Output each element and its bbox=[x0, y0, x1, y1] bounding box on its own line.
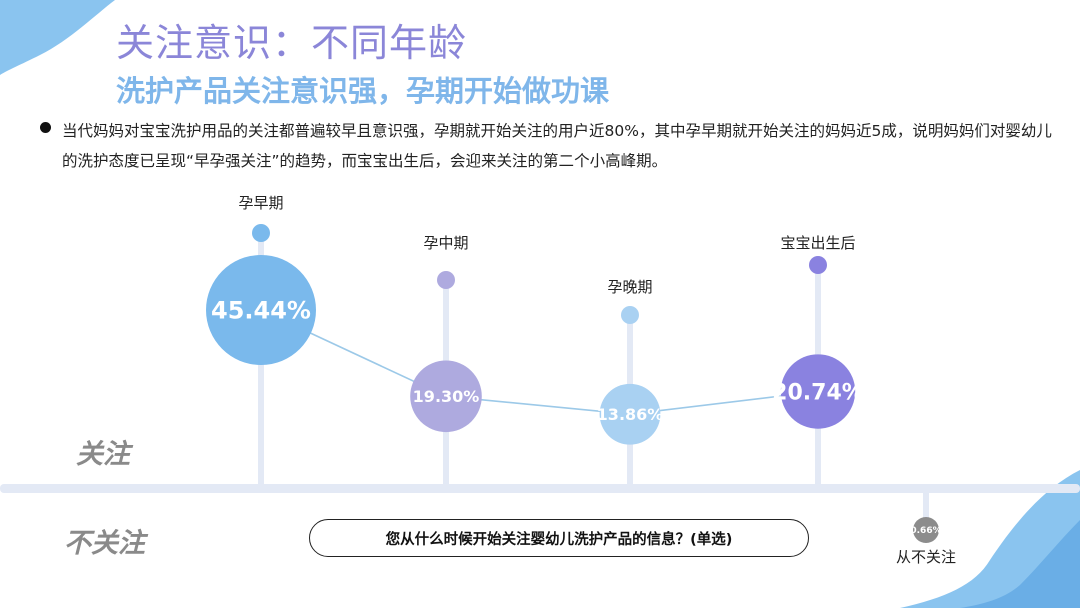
bubble-value-label-3: 20.74% bbox=[772, 380, 864, 405]
page-title: 关注意识：不同年龄 bbox=[116, 21, 468, 65]
bubble-value-label-0: 45.44% bbox=[211, 297, 311, 325]
bubble-0 bbox=[206, 255, 316, 365]
category-label-3: 宝宝出生后 bbox=[780, 234, 855, 252]
stem-4 bbox=[923, 492, 929, 518]
bubble-value-label-2: 13.86% bbox=[597, 405, 664, 424]
bubble-2 bbox=[599, 383, 661, 445]
bubble-4 bbox=[913, 517, 939, 543]
stem-top-dot-3 bbox=[809, 256, 827, 274]
bubble-value-label-1: 19.30% bbox=[413, 387, 480, 406]
stem-top-dot-0 bbox=[252, 224, 270, 242]
bubble-value-label-4: 0.66% bbox=[910, 526, 941, 536]
category-label-1: 孕中期 bbox=[423, 234, 468, 252]
category-label-4: 从不关注 bbox=[896, 548, 956, 566]
zone-label-attention: 关注 bbox=[76, 439, 130, 470]
bubble-3 bbox=[780, 354, 856, 429]
bullet-dot bbox=[40, 122, 51, 133]
description-text: 当代妈妈对宝宝洗护用品的关注都普遍较早且意识强，孕期就开始关注的用户近80%，其… bbox=[62, 122, 1052, 170]
bottom-right-wave-dark bbox=[960, 520, 1080, 608]
stem-top-dot-2 bbox=[621, 306, 639, 324]
zone-label-no-attention: 不关注 bbox=[64, 528, 145, 559]
category-label-0: 孕早期 bbox=[238, 194, 283, 212]
baseline-axis bbox=[0, 484, 1080, 493]
top-left-wave bbox=[0, 0, 115, 75]
bubble-1 bbox=[410, 360, 482, 433]
question-pill: 您从什么时候开始关注婴幼儿洗护产品的信息？(单选) bbox=[309, 519, 809, 557]
category-label-2: 孕晚期 bbox=[607, 278, 652, 296]
stem-top-dot-1 bbox=[437, 271, 455, 289]
page-subtitle: 洗护产品关注意识强，孕期开始做功课 bbox=[116, 74, 610, 108]
trend-line bbox=[260, 309, 819, 416]
